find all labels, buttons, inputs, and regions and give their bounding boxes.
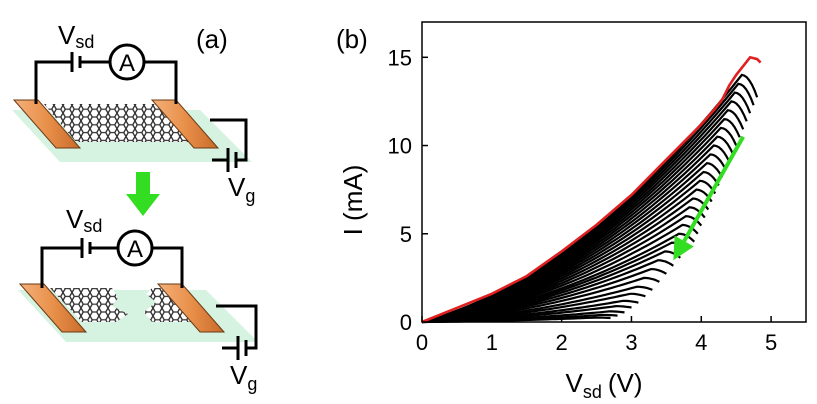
y-tick-label: 5 xyxy=(400,222,412,247)
source-electrode xyxy=(12,99,82,149)
x-tick-label: 2 xyxy=(556,330,568,355)
wire-gate xyxy=(216,304,258,350)
panel-a-label: (a) xyxy=(196,24,228,54)
first-sweep-curve xyxy=(421,55,762,324)
arrow-shaft xyxy=(682,135,745,243)
iv-chart: 0 1 2 3 4 5 0 5 10 15 Vsd (V) I (mA) xyxy=(338,21,807,402)
arrow-head xyxy=(673,235,694,261)
wire-gate xyxy=(210,118,248,162)
y-tick-label: 10 xyxy=(388,134,412,159)
top-device: A Vsd Vg xyxy=(12,20,255,206)
bottom-device: A Vsd Vg xyxy=(18,204,258,394)
sweep-curves xyxy=(421,73,759,324)
axis-ticks: 0 1 2 3 4 5 0 5 10 15 xyxy=(388,45,778,355)
sweep-line xyxy=(422,316,611,324)
x-axis-label: Vsd (V) xyxy=(565,368,642,402)
ammeter-label: A xyxy=(127,236,143,263)
drain-electrode xyxy=(156,283,226,333)
y-tick-label: 15 xyxy=(388,45,412,70)
graphene-fragment-left xyxy=(50,288,128,322)
source-electrode xyxy=(18,283,88,333)
ammeter-label: A xyxy=(119,50,135,77)
wire-drain xyxy=(144,60,178,104)
panel-a: (a) A Vsd Vg xyxy=(12,20,258,394)
transition-arrow xyxy=(126,172,160,216)
first-sweep-line xyxy=(421,55,762,324)
x-tick-label: 1 xyxy=(486,330,498,355)
plot-frame xyxy=(421,21,807,323)
drain-electrode xyxy=(150,99,220,149)
arrow-shaft xyxy=(136,172,150,196)
wire-drain xyxy=(152,246,184,288)
y-axis-label: I (mA) xyxy=(338,165,368,236)
x-tick-label: 5 xyxy=(765,330,777,355)
x-tick-label: 4 xyxy=(695,330,707,355)
panel-b-label: (b) xyxy=(336,24,368,54)
wire-source xyxy=(34,60,72,104)
vg-label: Vg xyxy=(228,172,255,206)
vsd-label: Vsd xyxy=(66,204,102,236)
decrease-arrow xyxy=(673,135,745,261)
x-tick-label: 3 xyxy=(625,330,637,355)
sweep-line xyxy=(421,153,727,324)
panel-b: (b) 0 1 2 3 4 5 0 5 10 15 Vsd (V) I (mA) xyxy=(336,21,807,402)
y-tick-label: 0 xyxy=(400,310,412,335)
vg-label: Vg xyxy=(230,360,257,394)
graphene-sheet xyxy=(44,104,202,142)
arrow-head xyxy=(126,194,160,216)
x-tick-label: 0 xyxy=(416,330,428,355)
vsd-label: Vsd xyxy=(58,20,94,52)
wire-source xyxy=(40,246,82,288)
